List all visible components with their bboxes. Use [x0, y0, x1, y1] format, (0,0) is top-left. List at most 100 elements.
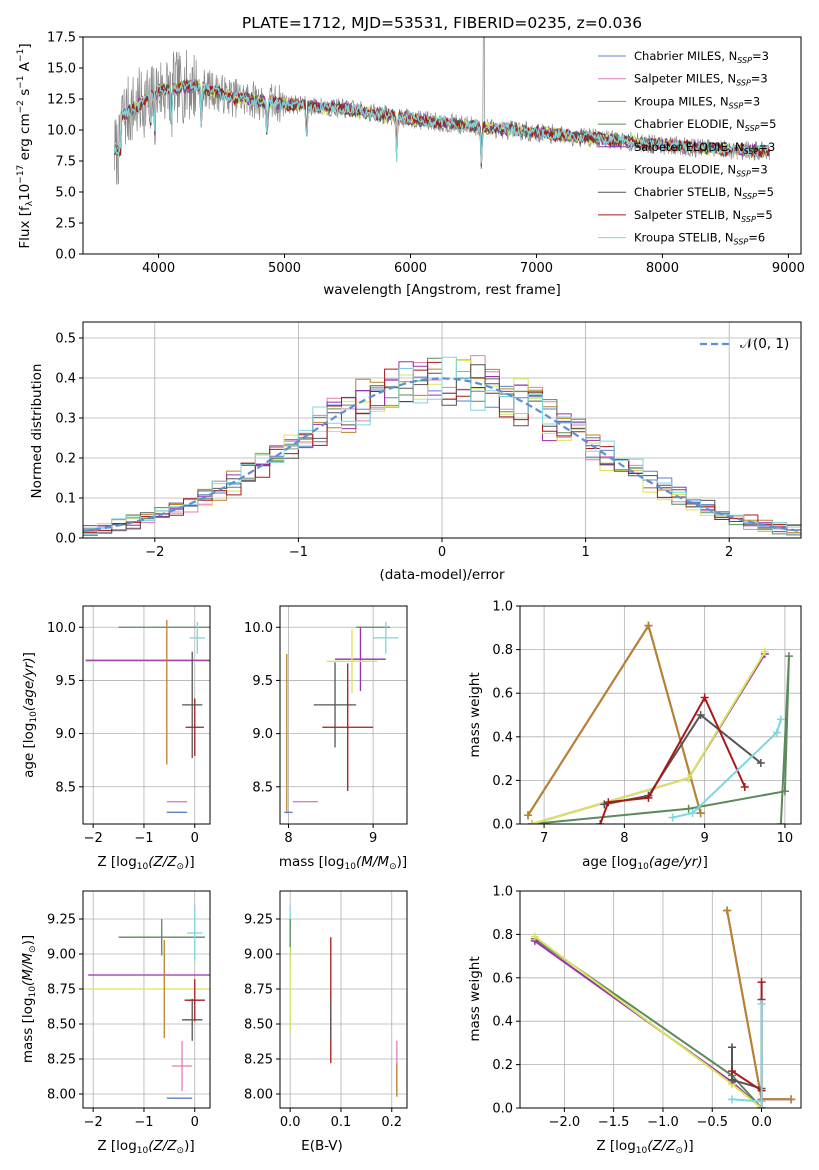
x-tick-label: 1: [581, 545, 589, 560]
plus-marker: [528, 820, 537, 824]
massZ-ylabel: mass [log10(M/M⊙)]: [20, 935, 38, 1063]
legend-label: Chabrier MILES, NSSP=3: [634, 49, 769, 65]
plus-marker: [668, 813, 677, 822]
y-tick-label: 9.5: [55, 674, 76, 689]
age-mass-errorbar: [335, 627, 386, 692]
y-tick-label: 0.2: [55, 452, 76, 467]
massZ-xlabel: Z [log10(Z/Z⊙)]: [97, 1138, 194, 1156]
wAge-xlabel: age [log10(age/yr)]: [582, 854, 708, 872]
weight-Z-line: [534, 940, 763, 1108]
weight-Z-line: [726, 910, 792, 1101]
residuals-histogram: −2 −1 0 1 2 0.0 0.1 0.2 0.3 0.4 0.5 𝒩(0, 1): [55, 321, 802, 560]
plus-marker: [596, 820, 605, 824]
x-tick-label: 9000: [772, 261, 805, 276]
y-tick-label: 0.6: [492, 971, 513, 986]
spectrum-plot: 4000 5000 6000 7000 8000 9000 0.0 2.5 5.0 7.5 10.0…: [47, 31, 805, 277]
y-tick-label: 9.0: [55, 727, 76, 742]
plus-marker: [760, 647, 769, 656]
y-tick-label: 0.1: [55, 492, 76, 507]
age-mass-errorbar: [322, 663, 374, 792]
plus-marker: [727, 1095, 736, 1104]
x-tick-label: 8: [284, 831, 292, 846]
plus-marker: [757, 1104, 766, 1108]
y-tick-label: 8.75: [47, 983, 76, 998]
y-tick-label: 8.50: [244, 1018, 273, 1033]
x-tick-label: −1: [289, 545, 308, 560]
legend-label: Chabrier STELIB, NSSP=5: [634, 185, 774, 201]
y-tick-label: 0.3: [55, 412, 76, 427]
grid: [280, 606, 407, 824]
y-tick-label: 0.6: [492, 687, 513, 702]
plus-marker: [727, 1043, 736, 1052]
spectrum-legend: Chabrier MILES, NSSP=3 Salpeter MILES, NS…: [598, 49, 776, 247]
y-tick-label: 8.25: [244, 1053, 273, 1068]
y-tick-label: 0.0: [492, 818, 513, 833]
x-tick-label: 7: [540, 831, 548, 846]
y-tick-label: 7.5: [55, 155, 76, 170]
plus-marker: [604, 798, 613, 807]
weight-age-line: [604, 713, 762, 806]
mass-Z-errorbar: [184, 979, 205, 1022]
x-tick-label: −2: [84, 831, 103, 846]
plot-area: [524, 621, 793, 824]
legend-label: Chabrier ELODIE, NSSP=5: [634, 117, 776, 133]
plus-marker: [787, 1095, 796, 1104]
y-tick-label: 0.0: [492, 1102, 513, 1117]
legend-label: Salpeter STELIB, NSSP=5: [634, 208, 773, 224]
y-tick-label: 8.5: [252, 780, 273, 795]
y-tick-label: 10.0: [244, 621, 273, 636]
y-tick-label: 10.0: [47, 621, 76, 636]
mass-Z-errorbar: [187, 905, 203, 961]
x-tick-label: −1.5: [598, 1115, 630, 1130]
plus-marker: [740, 782, 749, 791]
axes-frame: [519, 890, 802, 1109]
age-Z-errorbar: [189, 621, 205, 654]
x-tick-label: −1: [134, 831, 153, 846]
x-tick-label: −1.0: [647, 1115, 679, 1130]
model-spectrum-line: [113, 80, 770, 164]
plus-marker: [696, 711, 705, 719]
plus-marker: [684, 774, 693, 783]
y-tick-label: 9.25: [47, 913, 76, 928]
y-tick-label: 5.0: [55, 186, 76, 201]
legend-label: Kroupa STELIB, NSSP=6: [634, 231, 765, 247]
y-tick-label: 8.00: [47, 1088, 76, 1103]
wAge-ylabel: mass weight: [467, 672, 483, 757]
residuals-ylabel: Normed distribution: [29, 364, 45, 499]
y-tick-label: 12.5: [47, 93, 76, 108]
plot-area: [289, 905, 398, 1097]
plus-marker: [780, 787, 789, 796]
x-tick-label: 8: [620, 831, 628, 846]
grid: [280, 891, 407, 1108]
age-mass-errorbar: [326, 629, 378, 694]
wZ-ylabel: mass weight: [467, 956, 483, 1041]
y-tick-label: 8.25: [47, 1053, 76, 1068]
y-tick-label: 8.00: [244, 1088, 273, 1103]
legend-label: 𝒩(0, 1): [740, 336, 789, 352]
plus-marker: [684, 804, 693, 813]
plus-marker: [772, 728, 781, 737]
plus-marker: [727, 1075, 736, 1084]
weight-Z-line: [726, 910, 792, 1101]
x-tick-label: 0: [191, 831, 199, 846]
x-tick-label: 0.1: [331, 1115, 352, 1130]
plus-marker: [776, 820, 785, 824]
massE-xlabel: E(B-V): [301, 1138, 343, 1154]
weight-vs-metallicity-plot: −2.0 −1.5 −1.0 −0.5 0.0 0.0 0.2 0.4 0.6 0.8 1.0: [492, 885, 802, 1130]
plus-marker: [700, 693, 709, 702]
y-tick-label: 9.00: [244, 948, 273, 963]
mass-vs-metallicity-plot: −2 −1 0 8.00 8.25 8.50 8.75 9.00 9.25: [47, 890, 211, 1130]
grid: [520, 605, 801, 825]
x-tick-label: −1: [134, 1115, 153, 1130]
axes-frame: [82, 36, 802, 255]
weight-age-line: [599, 695, 746, 824]
age-mass-errorbar: [373, 621, 399, 654]
x-tick-label: 7000: [520, 261, 553, 276]
plus-marker: [644, 793, 653, 802]
spectrum-ylabel: Flux [fλ10−17 erg cm−2 s−1 A−1]: [16, 43, 35, 248]
y-tick-label: 0.8: [492, 643, 513, 658]
y-tick-label: 10.0: [47, 124, 76, 139]
weight-Z-line: [534, 935, 763, 1108]
plot-area: [284, 621, 399, 814]
weight-Z-line: [731, 1003, 763, 1108]
